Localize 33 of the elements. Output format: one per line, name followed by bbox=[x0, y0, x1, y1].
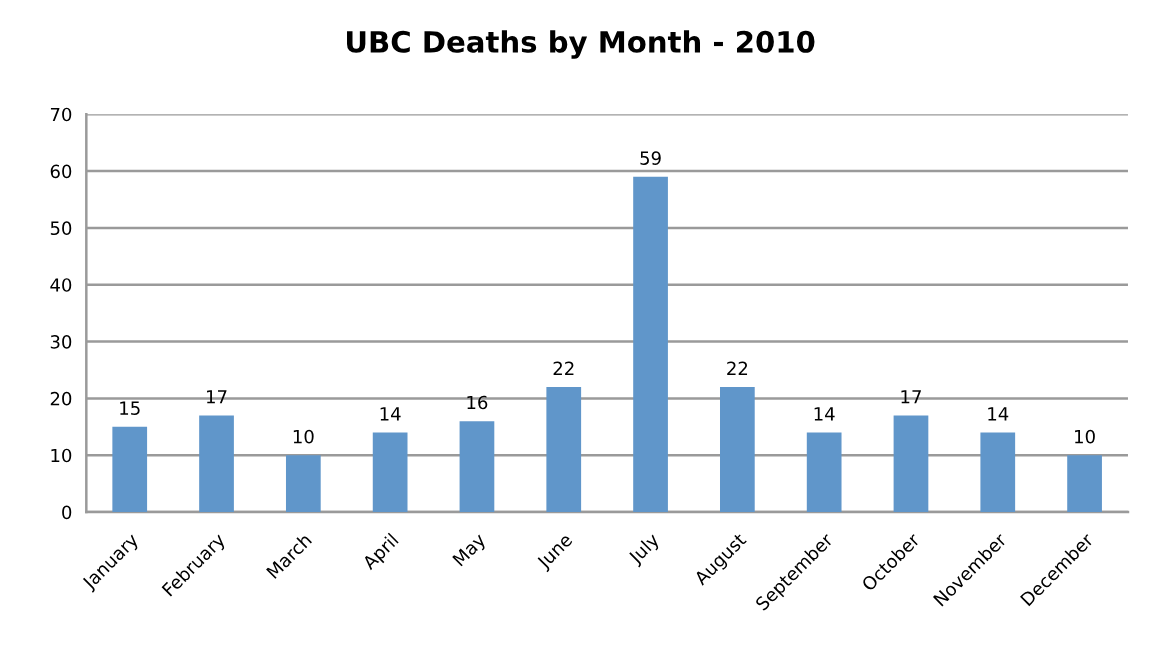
y-tick-label: 0 bbox=[62, 505, 72, 520]
chart-title: UBC Deaths by Month - 2010 bbox=[347, 30, 815, 59]
bar bbox=[459, 421, 495, 513]
data-label: 14 bbox=[380, 407, 401, 421]
data-label: 22 bbox=[727, 361, 748, 375]
data-label: 16 bbox=[467, 395, 488, 410]
data-label: 22 bbox=[553, 361, 574, 375]
bar bbox=[893, 415, 929, 513]
data-label: 10 bbox=[293, 429, 314, 444]
data-label: 17 bbox=[901, 390, 921, 404]
data-label: 14 bbox=[988, 407, 1009, 421]
data-label: 17 bbox=[207, 390, 227, 404]
data-label: 14 bbox=[814, 407, 835, 421]
y-tick-label: 50 bbox=[50, 221, 72, 236]
bar bbox=[806, 432, 842, 513]
y-tick-label: 70 bbox=[50, 107, 72, 122]
bar bbox=[372, 432, 408, 513]
bar bbox=[199, 415, 234, 513]
y-tick-label: 60 bbox=[50, 164, 72, 179]
bar bbox=[1067, 455, 1102, 513]
bar bbox=[546, 387, 582, 513]
data-label: 15 bbox=[120, 401, 140, 415]
bar bbox=[112, 426, 148, 513]
bar bbox=[980, 432, 1016, 513]
y-tick-label: 30 bbox=[50, 335, 72, 349]
y-tick-label: 40 bbox=[50, 278, 72, 292]
bar bbox=[720, 387, 755, 513]
y-tick-label: 10 bbox=[51, 448, 72, 463]
bar bbox=[633, 176, 668, 513]
bar bbox=[285, 455, 321, 513]
y-tick-label: 20 bbox=[50, 391, 72, 406]
data-label: 10 bbox=[1075, 429, 1095, 444]
data-label: 59 bbox=[640, 151, 661, 165]
